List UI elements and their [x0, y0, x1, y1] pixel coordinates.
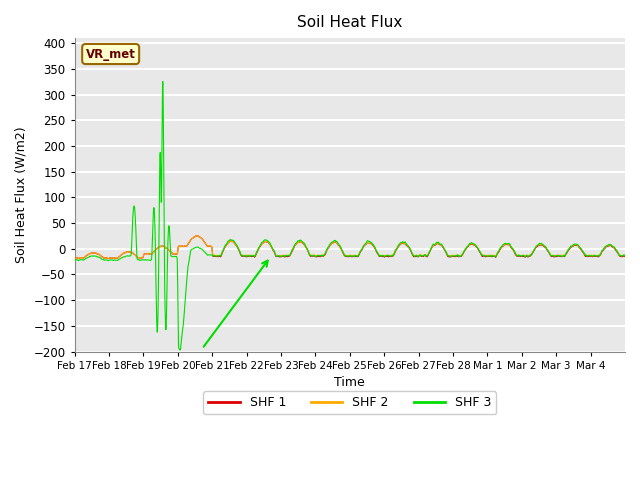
X-axis label: Time: Time [335, 376, 365, 389]
Legend: SHF 1, SHF 2, SHF 3: SHF 1, SHF 2, SHF 3 [204, 391, 496, 414]
Text: VR_met: VR_met [86, 48, 136, 60]
Title: Soil Heat Flux: Soil Heat Flux [297, 15, 403, 30]
Y-axis label: Soil Heat Flux (W/m2): Soil Heat Flux (W/m2) [15, 127, 28, 263]
